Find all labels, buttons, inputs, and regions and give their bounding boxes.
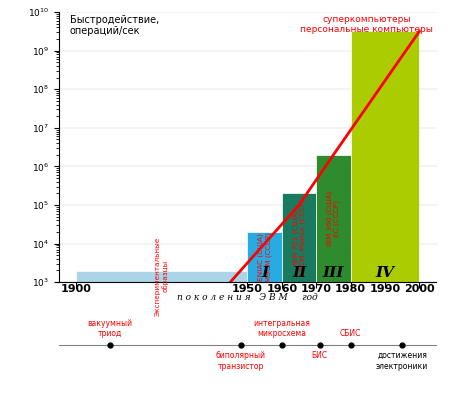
Text: п о к о л е н и я   Э В М     год: п о к о л е н и я Э В М год [177, 293, 318, 302]
Text: вакуумный
триод: вакуумный триод [88, 318, 133, 338]
Text: 1990: 1990 [369, 284, 400, 294]
Text: IV: IV [375, 266, 395, 280]
Text: III: III [323, 266, 344, 280]
Text: II: II [292, 266, 306, 280]
Text: 1980: 1980 [335, 284, 366, 294]
Bar [282, 193, 316, 282]
Bar [248, 232, 282, 282]
Text: биполярный
транзистор: биполярный транзистор [216, 351, 266, 371]
Text: 1900: 1900 [60, 284, 91, 294]
Text: 1950: 1950 [232, 284, 263, 294]
Text: ENIAC (США)
МЭСМ (СССР): ENIAC (США) МЭСМ (СССР) [258, 232, 272, 282]
Text: 1970: 1970 [301, 284, 332, 294]
Text: БИС: БИС [311, 351, 328, 360]
Text: суперкомпьютеры
персональные компьютеры: суперкомпьютеры персональные компьютеры [300, 15, 433, 34]
Text: СБИС: СБИС [340, 329, 361, 338]
Text: Быстродействие,
операций/сек: Быстродействие, операций/сек [70, 15, 159, 36]
Text: 2000: 2000 [404, 284, 435, 294]
Text: IBM 701 (США)
БЭСМ, Минск (СССР): IBM 701 (США) БЭСМ, Минск (СССР) [292, 199, 306, 276]
Bar [76, 270, 248, 282]
Text: IBM 360 (США)
ЕС (СССР): IBM 360 (США) ЕС (СССР) [326, 191, 340, 246]
Text: Экспериментальные
образцы: Экспериментальные образцы [155, 237, 169, 316]
Text: достижения
электроники: достижения электроники [376, 351, 428, 371]
Bar [316, 155, 351, 282]
Text: 1960: 1960 [266, 284, 297, 294]
Text: интегральная
микросхема: интегральная микросхема [253, 318, 310, 338]
Text: I: I [261, 266, 268, 280]
Bar [351, 31, 419, 282]
